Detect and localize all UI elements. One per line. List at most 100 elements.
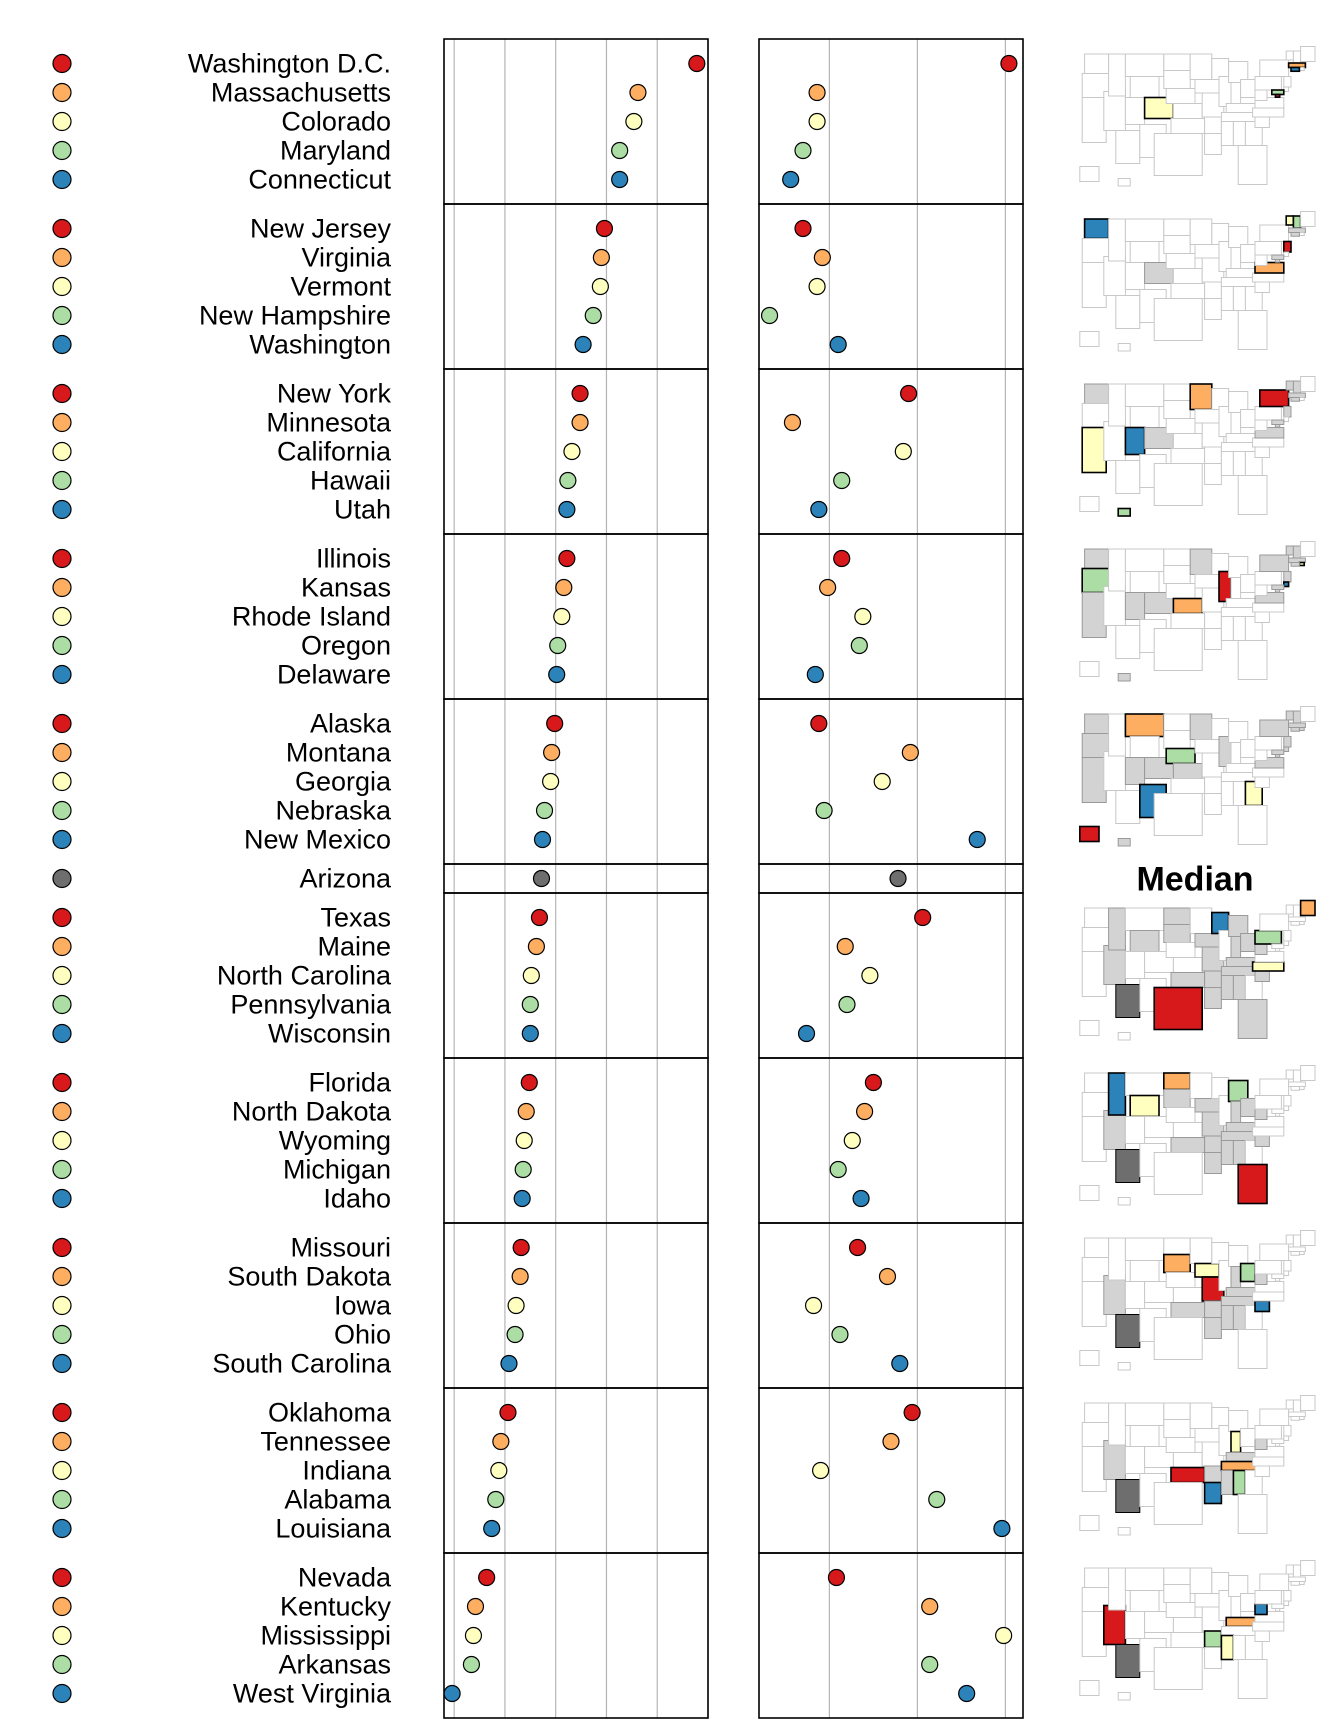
map-region-ohio <box>1240 1593 1256 1612</box>
point-right-wisconsin <box>797 1024 816 1043</box>
map-region-north-carolina <box>1252 107 1285 118</box>
map-region-north-dakota <box>1163 53 1191 71</box>
map-region-pennsylvania <box>1254 76 1282 91</box>
legend-dot-nevada <box>52 1567 72 1588</box>
state-label-virginia: Virginia <box>301 243 392 273</box>
map-region-washington <box>1084 1237 1110 1258</box>
legend-dot-new-hampshire <box>52 305 72 326</box>
map-region-vermont <box>1285 380 1294 391</box>
point-right-texas <box>914 908 932 927</box>
map-region-washington <box>1084 907 1110 928</box>
map-region-ohio <box>1240 79 1256 98</box>
map-region-minnesota <box>1189 548 1213 575</box>
map-region-new-hampshire <box>1292 1399 1302 1413</box>
state-label-delaware: Delaware <box>277 660 391 690</box>
legend-dot-massachusetts <box>52 82 72 103</box>
micromap-group-1 <box>1079 46 1316 187</box>
map-region-idaho <box>1108 713 1126 757</box>
map-region-ohio <box>1240 739 1256 758</box>
state-label-wisconsin: Wisconsin <box>268 1019 391 1049</box>
map-region-florida <box>1237 1329 1268 1369</box>
map-region-california <box>1081 757 1107 803</box>
state-label-north-carolina: North Carolina <box>217 961 392 991</box>
legend-dot-new-york <box>52 383 72 404</box>
map-region-texas <box>1153 1152 1203 1195</box>
state-label-minnesota: Minnesota <box>266 408 392 438</box>
map-region-west-virginia <box>1254 749 1268 761</box>
map-region-west-virginia <box>1254 943 1268 955</box>
map-region-virginia <box>1254 1116 1285 1128</box>
point-left-idaho <box>513 1189 531 1208</box>
state-label-oregon: Oregon <box>301 631 391 661</box>
state-label-new-york: New York <box>277 379 392 409</box>
state-label-illinois: Illinois <box>316 544 391 574</box>
map-region-florida <box>1237 1163 1268 1205</box>
legend-dot-florida <box>52 1072 72 1093</box>
point-right-washington <box>829 335 847 354</box>
legend-dot-north-dakota <box>52 1101 72 1122</box>
map-region-rhode-island <box>1298 397 1305 401</box>
state-label-georgia: Georgia <box>295 767 392 797</box>
point-left-minnesota <box>571 413 589 432</box>
map-region-west-virginia <box>1254 584 1268 596</box>
map-region-north-carolina <box>1252 1291 1285 1302</box>
map-region-new-hampshire <box>1292 904 1302 918</box>
map-region-alabama <box>1232 121 1246 146</box>
map-region-south-carolina <box>1254 116 1270 128</box>
state-label-montana: Montana <box>286 738 392 768</box>
map-region-new-york <box>1259 389 1290 408</box>
map-region-virginia <box>1254 97 1285 109</box>
point-right-alaska <box>810 714 828 733</box>
map-region-pennsylvania <box>1254 929 1283 945</box>
map-region-iowa <box>1194 1593 1220 1608</box>
legend-dot-mississippi <box>52 1625 72 1646</box>
state-label-new-hampshire: New Hampshire <box>199 301 391 331</box>
map-region-utah <box>1124 1611 1146 1639</box>
map-region-wyoming <box>1129 930 1160 952</box>
map-region-tennessee <box>1220 772 1258 782</box>
map-region-kansas <box>1172 957 1203 973</box>
map-region-washington <box>1084 1072 1110 1093</box>
panel-left-group-7 <box>443 892 709 1059</box>
map-region-massachusetts <box>1288 1411 1306 1417</box>
map-region-california <box>1081 1116 1107 1162</box>
map-region-wyoming <box>1129 76 1160 98</box>
point-left-missouri <box>512 1238 530 1257</box>
legend-dot-connecticut <box>52 169 72 190</box>
legend-dot-maine <box>52 936 72 957</box>
map-region-washington-d-c <box>1274 259 1281 263</box>
map-region-pennsylvania <box>1254 241 1282 256</box>
legend-dot-utah <box>52 499 72 520</box>
map-region-texas <box>1153 793 1203 836</box>
map-region-north-dakota <box>1163 548 1191 566</box>
map-region-indiana <box>1230 1596 1242 1618</box>
map-region-connecticut <box>1290 232 1300 237</box>
legend-dot-missouri <box>52 1237 72 1258</box>
state-label-arizona: Arizona <box>299 864 392 894</box>
map-region-virginia <box>1254 1446 1285 1458</box>
map-region-virginia <box>1254 951 1285 963</box>
map-region-north-carolina <box>1252 602 1285 613</box>
point-right-massachusetts <box>808 83 826 102</box>
point-right-pennsylvania <box>838 995 856 1014</box>
map-region-pennsylvania <box>1254 571 1282 586</box>
map-region-new-jersey <box>1283 76 1292 88</box>
map-region-tennessee <box>1220 112 1258 122</box>
point-left-washington <box>574 335 592 354</box>
map-region-maine <box>1300 1230 1316 1246</box>
point-left-north-dakota <box>517 1102 535 1121</box>
map-region-oklahoma <box>1170 283 1206 299</box>
map-region-massachusetts <box>1288 1576 1306 1582</box>
map-region-louisiana <box>1204 987 1222 1009</box>
map-region-washington <box>1084 1402 1110 1423</box>
legend-dot-texas <box>52 907 72 928</box>
map-region-delaware <box>1283 1270 1290 1276</box>
map-region-kansas <box>1172 103 1203 119</box>
micromap-group-5 <box>1079 706 1316 847</box>
point-right-new-mexico <box>968 830 986 849</box>
map-region-west-virginia <box>1254 89 1268 101</box>
map-region-washington <box>1084 548 1110 569</box>
map-region-south-dakota <box>1163 924 1191 943</box>
map-region-new-jersey <box>1283 1095 1292 1107</box>
point-left-north-carolina <box>522 966 540 985</box>
